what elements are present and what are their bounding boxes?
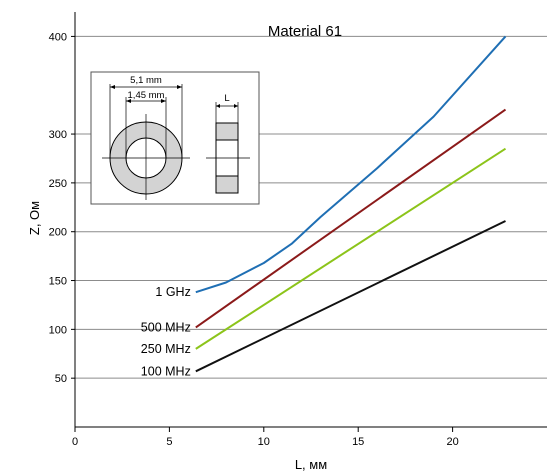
y-tick-label-400: 400 [49,31,67,43]
y-tick-label-50: 50 [55,373,67,385]
y-tick-label-150: 150 [49,276,67,288]
chart-title: Material 61 [268,23,342,40]
length-label: L [224,93,229,104]
series-label-500-mhz: 500 MHz [141,320,191,334]
outer-dim-arrow-left [110,85,115,89]
y-tick-label-300: 300 [49,129,67,141]
axes [74,12,547,428]
series-label-100-mhz: 100 MHz [141,364,191,378]
inner-dim-arrow-right [161,99,166,103]
series-labels: 1 GHz 500 MHz 250 MHz 100 MHz [141,285,191,378]
series-label-1-ghz: 1 GHz [155,285,190,299]
x-tick-label-0: 0 [72,436,78,448]
series-line-250-mhz [195,147,507,350]
core-side-bottom [215,175,239,194]
series-line-100-mhz [195,220,506,373]
series-line-1-ghz [195,35,507,294]
core-side-top [215,122,239,141]
outer-diameter-label: 5,1 mm [130,75,162,86]
inner-dim-arrow-left [126,99,131,103]
y-tick-label-250: 250 [49,178,67,190]
x-tick-label-5: 5 [166,436,172,448]
y-axis-title: Z, Ом [27,201,42,235]
length-dim-arrow-right [234,104,238,108]
x-tick-label-15: 15 [352,436,364,448]
x-axis-title: L, мм [295,457,327,472]
series-line-500-mhz [195,108,507,329]
y-tick-label-100: 100 [49,324,67,336]
y-tick-label-200: 200 [49,227,67,239]
core-dimensions-inset: 5,1 mm 1,45 mm L [90,71,260,205]
series-label-250-mhz: 250 MHz [141,342,191,356]
inner-diameter-label: 1,45 mm [128,90,165,101]
x-tick-label-10: 10 [258,436,270,448]
ticks: 50 100 150 200 250 300 400 0 5 10 15 20 [49,31,459,448]
length-dim-arrow-left [216,104,220,108]
series-lines [195,35,507,373]
outer-dim-arrow-right [177,85,182,89]
x-tick-label-20: 20 [446,436,458,448]
